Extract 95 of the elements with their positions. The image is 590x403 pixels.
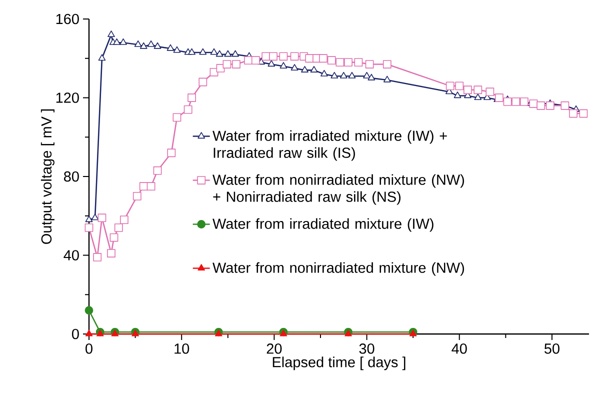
point <box>529 99 538 108</box>
point <box>262 52 270 61</box>
point <box>153 166 162 175</box>
point <box>268 60 276 67</box>
point <box>520 97 528 106</box>
point <box>216 50 224 57</box>
x-tick-label: 10 <box>174 344 190 354</box>
point <box>173 46 181 53</box>
point <box>140 42 148 49</box>
point <box>354 58 363 67</box>
legend-label: Water from nonirradiated mixture (NW) <box>212 262 464 276</box>
point <box>198 78 208 86</box>
y-tick-label: 80 <box>64 171 79 182</box>
x-tick-label: 50 <box>544 344 560 354</box>
point <box>107 249 116 258</box>
point <box>84 306 94 315</box>
point <box>232 50 239 57</box>
point <box>290 52 299 61</box>
legend-label: Water from irradiated mixture (IW) + Irradiated raw silk (IS) <box>212 130 447 161</box>
point <box>579 109 588 118</box>
point <box>446 82 454 90</box>
point <box>546 101 554 110</box>
point <box>269 52 278 61</box>
point <box>108 30 115 38</box>
point <box>134 40 142 47</box>
point <box>503 97 512 106</box>
point <box>340 72 348 78</box>
point <box>330 72 338 78</box>
point <box>363 72 370 78</box>
point <box>184 105 192 114</box>
point <box>474 86 482 94</box>
x-tick-label: 30 <box>359 344 374 354</box>
point <box>474 94 482 100</box>
point <box>147 40 155 47</box>
point <box>98 54 106 61</box>
point <box>232 60 240 68</box>
y-tick-label: 120 <box>56 92 79 103</box>
point <box>188 94 196 102</box>
point <box>120 38 127 45</box>
y-tick-label: 0 <box>72 328 79 340</box>
point <box>84 223 94 232</box>
point <box>569 109 578 118</box>
x-tick-label: 40 <box>452 344 467 354</box>
legend-label: Water from nonirradiated mixture (NW) + Nonirradiated raw silk (NS) <box>212 174 464 205</box>
point <box>365 60 374 68</box>
point <box>319 54 328 63</box>
point <box>536 101 546 110</box>
point <box>199 48 207 55</box>
point <box>301 66 308 72</box>
point <box>222 60 232 68</box>
point <box>172 113 182 122</box>
point <box>114 223 123 232</box>
point <box>327 56 336 65</box>
point <box>486 88 494 96</box>
point <box>98 214 106 222</box>
point <box>383 76 391 82</box>
point <box>280 62 288 69</box>
point <box>382 60 392 68</box>
point <box>166 44 174 51</box>
point <box>188 48 196 55</box>
point <box>464 86 472 94</box>
point <box>512 97 520 106</box>
point <box>210 48 218 55</box>
point <box>279 52 288 61</box>
y-tick-label: 40 <box>64 250 79 260</box>
point <box>167 148 176 158</box>
point <box>344 58 352 67</box>
point <box>305 54 314 63</box>
point <box>310 66 318 72</box>
point <box>113 38 120 45</box>
y-tick-label: 160 <box>56 14 79 24</box>
point <box>336 58 344 67</box>
point <box>139 182 148 191</box>
point <box>85 330 93 336</box>
legend-label: Water from irradiated mixture (IW) <box>212 218 434 232</box>
point <box>224 50 232 57</box>
point <box>91 214 99 220</box>
point <box>244 56 252 65</box>
x-axis-title: Elapsed time [ days ] <box>272 356 406 370</box>
point <box>120 216 128 224</box>
point <box>368 74 376 80</box>
point <box>154 42 162 49</box>
point <box>454 92 462 98</box>
point <box>110 233 118 242</box>
point <box>348 72 356 78</box>
point <box>320 70 328 76</box>
point <box>290 64 298 71</box>
point <box>93 253 102 262</box>
x-tick-label: 0 <box>86 344 92 354</box>
point <box>251 56 260 65</box>
y-axis-title: Output voltage [ mV ] <box>40 109 54 244</box>
x-tick-label: 20 <box>266 344 282 354</box>
point <box>146 182 156 191</box>
point <box>132 192 142 200</box>
point <box>455 82 464 90</box>
